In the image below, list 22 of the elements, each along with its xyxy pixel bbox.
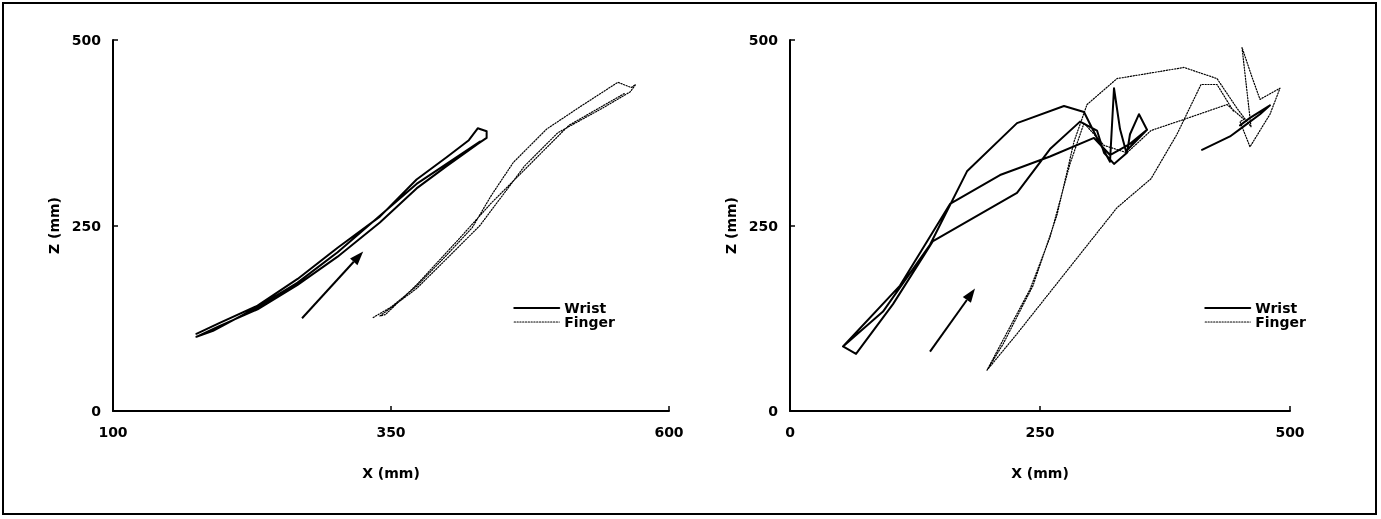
legend-label: Finger <box>564 314 616 330</box>
legend-label: Finger <box>1255 314 1307 330</box>
y-tick-label: 250 <box>71 217 102 234</box>
y-tick-label: 250 <box>748 217 779 234</box>
line-series <box>195 127 488 338</box>
line-series <box>1201 104 1271 151</box>
y-tick-label: 0 <box>91 403 102 419</box>
x-axis-title: X (mm) <box>1011 465 1069 481</box>
legend-label: Wrist <box>1255 300 1298 316</box>
x-tick-label: 600 <box>654 424 684 440</box>
x-tick-label: 500 <box>1275 424 1305 440</box>
legend-label: Wrist <box>564 300 607 316</box>
x-tick-label: 0 <box>785 424 796 440</box>
x-tick-label: 250 <box>1025 424 1055 440</box>
x-tick-label: 350 <box>376 424 406 440</box>
y-axis-title: Z (mm) <box>722 197 739 254</box>
x-axis-title: X (mm) <box>362 465 420 481</box>
y-tick-label: 0 <box>768 403 779 419</box>
y-tick-label: 500 <box>71 32 102 48</box>
y-tick-label: 500 <box>748 32 779 48</box>
x-tick-label: 100 <box>98 424 128 440</box>
y-axis-title: Z (mm) <box>45 197 62 254</box>
